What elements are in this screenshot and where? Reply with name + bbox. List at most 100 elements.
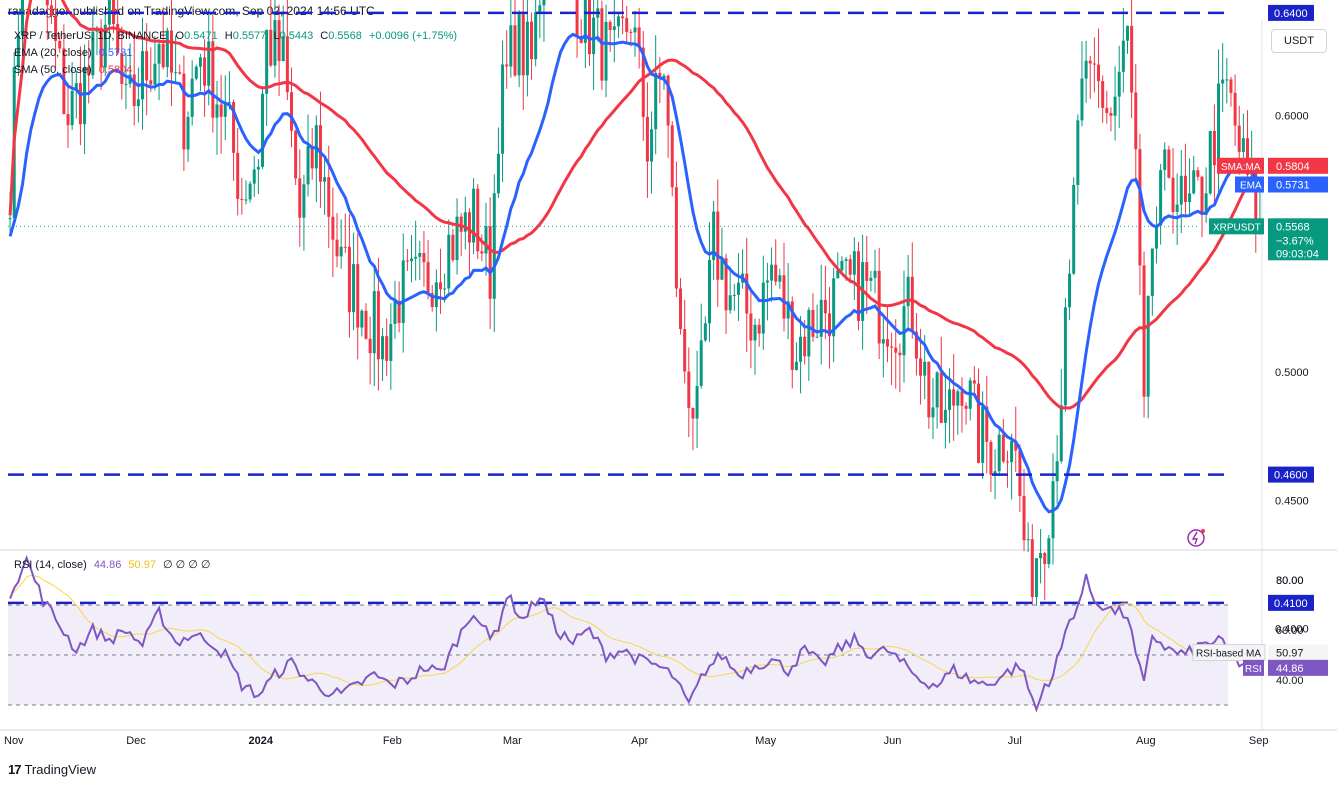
candle-body bbox=[78, 83, 82, 125]
candle-body bbox=[592, 17, 596, 55]
replay-icon bbox=[1187, 529, 1205, 547]
candle-body bbox=[923, 361, 927, 376]
candle-body bbox=[496, 153, 500, 194]
candle-body bbox=[368, 338, 372, 354]
close-value: 0.5568 bbox=[328, 30, 362, 42]
rsi-line bbox=[9, 554, 1261, 713]
candle-body bbox=[145, 51, 149, 81]
candle-body bbox=[1001, 434, 1005, 462]
candle-body bbox=[927, 361, 931, 418]
candle-body bbox=[993, 471, 997, 475]
candle-body bbox=[952, 389, 956, 406]
candle-body bbox=[1030, 539, 1034, 598]
candle-body bbox=[1200, 176, 1204, 215]
candle-body bbox=[815, 336, 819, 338]
candle-body bbox=[1092, 63, 1096, 65]
candle-body bbox=[161, 44, 165, 68]
candle-body bbox=[401, 260, 405, 323]
candle-body bbox=[467, 212, 471, 243]
candle-body bbox=[352, 264, 356, 313]
candle-body bbox=[807, 309, 811, 357]
candle-body bbox=[699, 340, 703, 386]
candle-body bbox=[985, 406, 989, 442]
ema-legend[interactable]: EMA (20, close) 0.5731 bbox=[14, 47, 132, 59]
candle-body bbox=[1154, 225, 1158, 249]
ema-tag-value: 0.5731 bbox=[1276, 179, 1310, 191]
candle-body bbox=[1233, 92, 1237, 126]
candle-body bbox=[885, 339, 889, 347]
candle-body bbox=[16, 35, 20, 68]
footer-brand[interactable]: 17 TradingView bbox=[8, 762, 96, 777]
candle-body bbox=[1171, 177, 1175, 213]
candle-body bbox=[1105, 107, 1109, 114]
candle-body bbox=[476, 188, 480, 252]
candle-body bbox=[658, 72, 662, 79]
candle-body bbox=[890, 346, 894, 348]
candle-body bbox=[236, 152, 240, 199]
last-price-label-box bbox=[1209, 218, 1264, 235]
candle-body bbox=[832, 278, 836, 337]
ema-tag-label-box bbox=[1235, 176, 1264, 193]
candle-body bbox=[447, 234, 451, 289]
candle-body bbox=[513, 25, 517, 76]
currency-unit-button[interactable]: USDT bbox=[1271, 29, 1327, 53]
candle-body bbox=[782, 275, 786, 319]
candle-body bbox=[422, 252, 426, 263]
candle-body bbox=[91, 31, 95, 76]
rsi-tag-label: RSI bbox=[1245, 664, 1262, 675]
candle-body bbox=[178, 72, 182, 74]
candle-body bbox=[376, 291, 380, 360]
candle-body bbox=[1196, 170, 1200, 177]
candle-body bbox=[666, 75, 670, 126]
candle-body bbox=[1159, 170, 1163, 226]
candle-body bbox=[1014, 440, 1018, 451]
candle-body bbox=[753, 324, 757, 341]
candle-body bbox=[662, 75, 666, 79]
rsi-ma-tag-label-box bbox=[1192, 644, 1266, 662]
candle-body bbox=[1043, 553, 1047, 565]
candle-body bbox=[828, 313, 832, 337]
candle-body bbox=[948, 389, 952, 410]
candle-body bbox=[732, 294, 736, 296]
candle-body bbox=[339, 246, 343, 257]
candle-body bbox=[223, 102, 227, 117]
candle-body bbox=[74, 83, 78, 91]
candle-body bbox=[1026, 539, 1030, 541]
candle-body bbox=[778, 275, 782, 282]
candle-body bbox=[517, 14, 521, 76]
time-axis-label: Jul bbox=[1008, 735, 1022, 747]
candle-body bbox=[323, 177, 327, 182]
time-axis-label: Apr bbox=[631, 735, 648, 747]
candle-body bbox=[1175, 204, 1179, 213]
candle-body bbox=[608, 21, 612, 30]
candle-body bbox=[252, 169, 256, 184]
candle-body bbox=[1059, 405, 1063, 462]
candle-body bbox=[418, 252, 422, 257]
candle-body bbox=[1117, 71, 1121, 97]
level-tag-label: 0.4100 bbox=[1274, 598, 1308, 610]
rsi-tick-label: 60.00 bbox=[1276, 625, 1304, 637]
last-price-symbol: XRPUSDT bbox=[1213, 222, 1261, 233]
time-axis-label: 2024 bbox=[249, 735, 274, 747]
candle-body bbox=[972, 380, 976, 384]
candle-body bbox=[695, 385, 699, 419]
candle-body bbox=[1072, 184, 1076, 274]
rsi-tick-label: 40.00 bbox=[1276, 675, 1304, 687]
rsi-tag-label-box bbox=[1243, 659, 1264, 676]
notification-dot bbox=[1201, 529, 1205, 533]
candle-body bbox=[583, 0, 587, 43]
price-tick-label: 0.4000 bbox=[1275, 624, 1309, 636]
candle-body bbox=[745, 273, 749, 314]
rsi-legend[interactable]: RSI (14, close) 44.86 50.97 ∅ ∅ ∅ ∅ bbox=[14, 558, 211, 571]
candle-body bbox=[298, 178, 302, 218]
candle-body bbox=[289, 92, 293, 131]
candle-body bbox=[616, 16, 620, 27]
candle-body bbox=[149, 80, 153, 85]
candle-body bbox=[132, 74, 136, 107]
sma-label: SMA (50, close) bbox=[14, 64, 92, 76]
candle-body bbox=[1047, 538, 1051, 565]
sma-tag bbox=[1268, 157, 1328, 174]
sma-legend[interactable]: SMA (50, close) 0.5804 bbox=[14, 64, 132, 76]
price-tick-label: 0.6000 bbox=[1275, 111, 1309, 123]
